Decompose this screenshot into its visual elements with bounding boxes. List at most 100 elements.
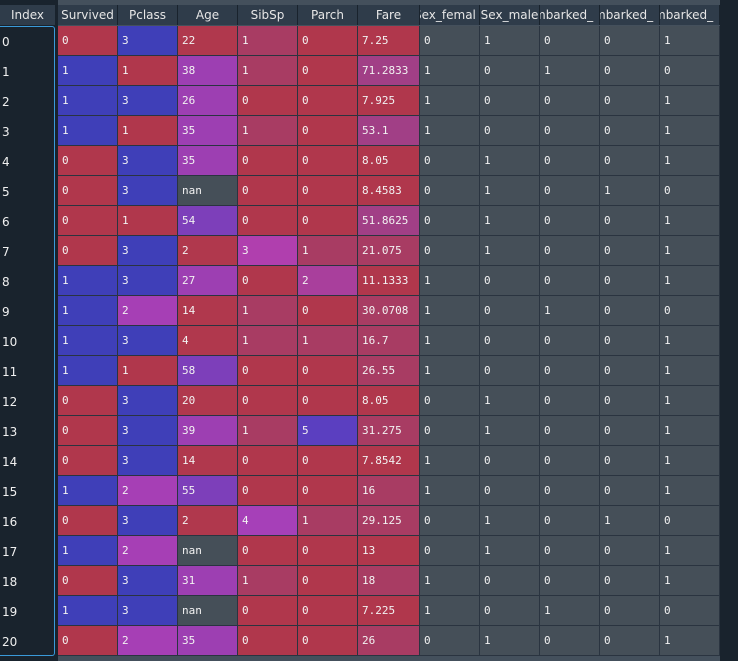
table-cell[interactable]: 0: [480, 86, 540, 116]
table-cell[interactable]: 20: [178, 386, 238, 416]
table-cell[interactable]: 31.275: [358, 416, 420, 446]
table-cell[interactable]: 1: [660, 206, 720, 236]
table-cell[interactable]: 0: [420, 626, 480, 656]
table-cell[interactable]: 0: [660, 596, 720, 626]
table-cell[interactable]: 16: [358, 476, 420, 506]
table-cell[interactable]: 0: [420, 416, 480, 446]
table-cell[interactable]: 0: [58, 176, 118, 206]
table-cell[interactable]: 2: [118, 476, 178, 506]
table-cell[interactable]: 8.4583: [358, 176, 420, 206]
table-cell[interactable]: 2: [298, 266, 358, 296]
table-cell[interactable]: 0: [420, 506, 480, 536]
table-cell[interactable]: 0: [238, 446, 298, 476]
table-cell[interactable]: 0: [540, 266, 600, 296]
table-cell[interactable]: 1: [660, 326, 720, 356]
table-cell[interactable]: nan: [178, 536, 238, 566]
table-cell[interactable]: 1: [118, 356, 178, 386]
table-cell[interactable]: 3: [118, 176, 178, 206]
row-index-cell[interactable]: 13: [2, 425, 18, 439]
table-cell[interactable]: 0: [238, 476, 298, 506]
table-cell[interactable]: 14: [178, 446, 238, 476]
column-header-embarked-q[interactable]: mbarked_: [600, 5, 660, 25]
table-cell[interactable]: 13: [358, 536, 420, 566]
table-cell[interactable]: 2: [118, 626, 178, 656]
table-cell[interactable]: 0: [480, 116, 540, 146]
table-cell[interactable]: 55: [178, 476, 238, 506]
table-cell[interactable]: 0: [540, 626, 600, 656]
table-cell[interactable]: 0: [540, 326, 600, 356]
table-cell[interactable]: 7.925: [358, 86, 420, 116]
table-cell[interactable]: 3: [118, 26, 178, 56]
table-cell[interactable]: 54: [178, 206, 238, 236]
table-cell[interactable]: 1: [58, 56, 118, 86]
table-cell[interactable]: 1: [600, 176, 660, 206]
table-cell[interactable]: 1: [660, 626, 720, 656]
table-cell[interactable]: 1: [480, 236, 540, 266]
column-header-sibsp[interactable]: SibSp: [238, 5, 298, 25]
table-cell[interactable]: 0: [238, 146, 298, 176]
row-index-cell[interactable]: 16: [2, 515, 18, 529]
table-cell[interactable]: 0: [600, 596, 660, 626]
table-cell[interactable]: 0: [238, 176, 298, 206]
table-cell[interactable]: 0: [600, 626, 660, 656]
table-cell[interactable]: 1: [480, 416, 540, 446]
table-cell[interactable]: 1: [420, 116, 480, 146]
table-cell[interactable]: 1: [58, 326, 118, 356]
table-cell[interactable]: 7.8542: [358, 446, 420, 476]
table-cell[interactable]: 0: [238, 386, 298, 416]
table-cell[interactable]: 0: [480, 356, 540, 386]
row-index-cell[interactable]: 14: [2, 455, 18, 469]
table-cell[interactable]: 1: [238, 116, 298, 146]
table-cell[interactable]: 0: [540, 86, 600, 116]
table-cell[interactable]: 1: [480, 506, 540, 536]
table-cell[interactable]: 1: [660, 356, 720, 386]
table-cell[interactable]: 26.55: [358, 356, 420, 386]
table-cell[interactable]: 1: [420, 326, 480, 356]
table-cell[interactable]: 0: [540, 26, 600, 56]
table-cell[interactable]: 0: [420, 26, 480, 56]
table-cell[interactable]: 0: [600, 146, 660, 176]
table-cell[interactable]: 1: [480, 176, 540, 206]
table-cell[interactable]: 0: [540, 566, 600, 596]
row-index-cell[interactable]: 2: [2, 95, 10, 109]
row-index-cell[interactable]: 12: [2, 395, 18, 409]
table-cell[interactable]: 1: [420, 86, 480, 116]
row-index-cell[interactable]: 1: [2, 65, 10, 79]
table-cell[interactable]: 1: [58, 356, 118, 386]
table-cell[interactable]: 1: [118, 56, 178, 86]
table-cell[interactable]: 1: [660, 566, 720, 596]
table-cell[interactable]: 0: [600, 386, 660, 416]
table-cell[interactable]: 1: [660, 116, 720, 146]
table-cell[interactable]: 1: [238, 56, 298, 86]
table-cell[interactable]: 2: [178, 506, 238, 536]
table-cell[interactable]: 26: [358, 626, 420, 656]
table-cell[interactable]: 1: [58, 116, 118, 146]
table-cell[interactable]: 1: [58, 86, 118, 116]
table-cell[interactable]: 1: [118, 116, 178, 146]
row-index-cell[interactable]: 5: [2, 185, 10, 199]
table-cell[interactable]: 0: [420, 536, 480, 566]
table-cell[interactable]: 1: [480, 26, 540, 56]
table-cell[interactable]: 1: [660, 26, 720, 56]
table-cell[interactable]: 0: [298, 86, 358, 116]
table-cell[interactable]: 0: [238, 86, 298, 116]
table-cell[interactable]: 1: [660, 266, 720, 296]
row-index-cell[interactable]: 8: [2, 275, 10, 289]
table-cell[interactable]: 1: [118, 206, 178, 236]
row-index-cell[interactable]: 9: [2, 305, 10, 319]
table-cell[interactable]: 35: [178, 116, 238, 146]
table-cell[interactable]: 2: [118, 296, 178, 326]
table-cell[interactable]: 1: [600, 506, 660, 536]
table-cell[interactable]: 0: [480, 596, 540, 626]
table-cell[interactable]: 71.2833: [358, 56, 420, 86]
table-cell[interactable]: 0: [238, 596, 298, 626]
table-cell[interactable]: 0: [298, 56, 358, 86]
column-header-age[interactable]: Age: [178, 5, 238, 25]
table-cell[interactable]: 22: [178, 26, 238, 56]
table-cell[interactable]: 1: [238, 326, 298, 356]
table-cell[interactable]: 1: [420, 446, 480, 476]
table-cell[interactable]: 3: [118, 266, 178, 296]
row-index-cell[interactable]: 20: [2, 635, 18, 649]
table-cell[interactable]: 0: [298, 566, 358, 596]
table-cell[interactable]: 0: [480, 476, 540, 506]
